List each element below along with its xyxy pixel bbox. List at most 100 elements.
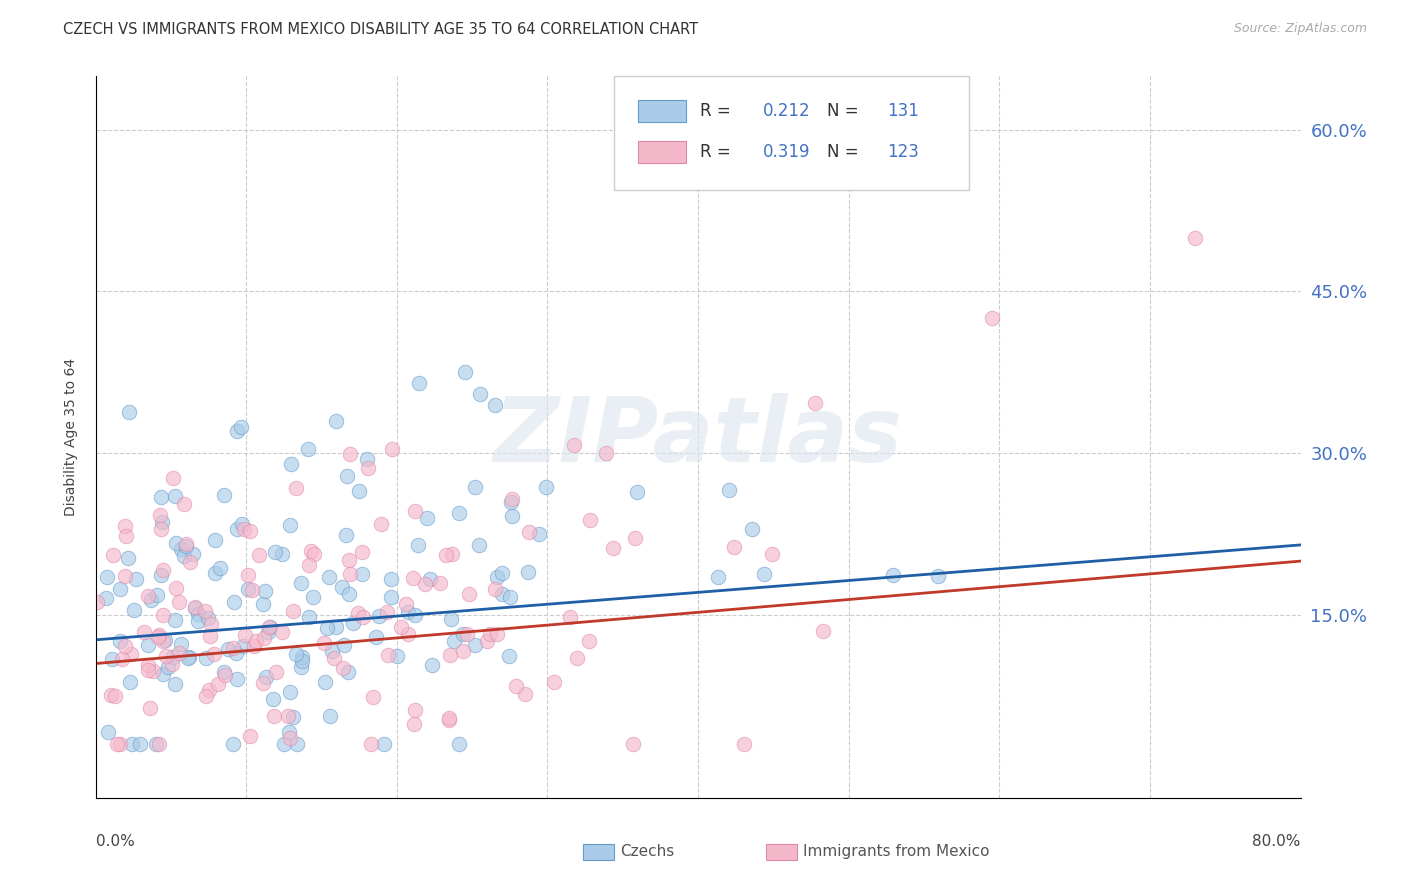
Point: [304, 547, 326, 561]
Point: [291, 654, 314, 668]
Point: [254, 671, 277, 685]
Point: [187, 607, 209, 621]
FancyBboxPatch shape: [614, 76, 969, 190]
Point: [173, 549, 195, 563]
Point: [467, 538, 489, 552]
Point: [235, 628, 257, 642]
Point: [290, 575, 312, 590]
Point: [513, 687, 536, 701]
Point: [579, 513, 602, 527]
Point: [346, 606, 368, 620]
Point: [114, 569, 136, 583]
Point: [146, 588, 169, 602]
Point: [273, 738, 295, 752]
Point: [110, 633, 132, 648]
Point: [484, 582, 506, 596]
Point: [342, 616, 364, 631]
Text: 131: 131: [887, 103, 920, 120]
Point: [125, 572, 148, 586]
Point: [136, 589, 159, 603]
Point: [562, 438, 585, 452]
Point: [406, 538, 429, 552]
Point: [468, 387, 491, 401]
Point: [337, 553, 360, 567]
Point: [170, 637, 193, 651]
Point: [534, 480, 557, 494]
Point: [194, 650, 217, 665]
Point: [97, 724, 120, 739]
Point: [543, 674, 565, 689]
Text: R =: R =: [700, 103, 737, 120]
Point: [811, 624, 834, 639]
Point: [335, 528, 357, 542]
Point: [980, 311, 1002, 326]
Point: [187, 614, 209, 628]
Point: [232, 639, 254, 653]
Text: 0.0%: 0.0%: [96, 834, 135, 849]
Point: [148, 631, 170, 645]
Point: [108, 582, 131, 597]
Point: [299, 544, 322, 558]
Point: [517, 565, 540, 579]
Point: [257, 620, 280, 634]
Point: [96, 570, 118, 584]
Point: [927, 569, 949, 583]
Point: [148, 738, 170, 752]
Point: [437, 711, 460, 725]
Point: [347, 484, 370, 499]
Point: [105, 738, 128, 752]
Point: [281, 710, 304, 724]
Point: [179, 555, 201, 569]
Point: [486, 627, 509, 641]
Point: [373, 738, 395, 752]
Text: 0.319: 0.319: [763, 143, 811, 161]
Point: [314, 674, 336, 689]
Point: [262, 692, 284, 706]
Point: [150, 490, 173, 504]
Point: [259, 619, 281, 633]
Point: [449, 738, 471, 752]
Point: [198, 629, 221, 643]
Point: [120, 647, 142, 661]
Point: [404, 717, 426, 731]
Point: [498, 648, 520, 663]
Point: [240, 583, 263, 598]
Point: [501, 491, 523, 506]
Point: [332, 661, 354, 675]
Point: [162, 649, 184, 664]
Point: [285, 738, 308, 752]
Point: [194, 603, 217, 617]
Point: [264, 545, 287, 559]
Point: [352, 609, 374, 624]
Point: [350, 545, 373, 559]
Point: [254, 584, 277, 599]
Point: [1319, 150, 1341, 164]
Point: [165, 535, 187, 549]
Point: [882, 568, 904, 582]
Point: [278, 731, 301, 745]
Point: [323, 650, 346, 665]
Point: [139, 592, 162, 607]
Point: [247, 549, 270, 563]
Point: [402, 571, 425, 585]
Point: [357, 460, 380, 475]
Point: [413, 577, 436, 591]
Point: [252, 676, 274, 690]
Point: [380, 572, 402, 586]
Point: [197, 611, 219, 625]
Point: [404, 703, 426, 717]
Point: [207, 677, 229, 691]
Point: [136, 663, 159, 677]
Point: [436, 548, 458, 562]
Point: [270, 625, 292, 640]
Point: [380, 591, 402, 605]
Point: [422, 658, 444, 673]
Point: [174, 539, 197, 553]
Point: [145, 738, 167, 752]
Point: [733, 738, 755, 752]
Point: [214, 668, 236, 682]
Point: [333, 638, 356, 652]
Point: [302, 590, 325, 604]
Point: [396, 627, 419, 641]
Point: [167, 595, 190, 609]
